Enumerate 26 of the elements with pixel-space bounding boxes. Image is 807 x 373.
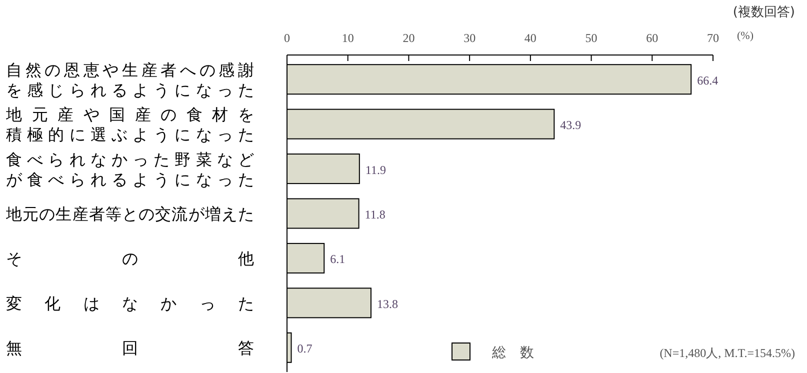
x-tick-label: 0 (284, 31, 290, 45)
x-tick-label: 70 (707, 31, 719, 45)
data-label: 0.7 (297, 342, 312, 356)
x-tick-label: 20 (402, 31, 415, 45)
data-label: 66.4 (697, 73, 718, 88)
x-tick-label: 10 (342, 31, 354, 45)
y-tick-label: 自然の恩恵や生産者への感謝を感じられるようになった (6, 60, 254, 100)
text: (複数回答) (732, 5, 795, 20)
y-tick-label: 変化はなかった (6, 294, 254, 313)
y-tick-label: 食べられなかった野菜などが食べられるようになった (6, 150, 254, 189)
x-tick-label: 30 (464, 31, 476, 45)
data-label: 6.1 (330, 252, 346, 266)
x-axis-title: (%) (737, 30, 754, 42)
x-tick-label: 50 (585, 31, 598, 45)
data-label: 43.9 (560, 118, 582, 132)
x-tick-label: 60 (646, 31, 658, 45)
data-label: 11.9 (365, 162, 386, 177)
data-label: 13.8 (376, 296, 398, 311)
y-tick-label: 地元の生産者等との交流が増えた (5, 204, 254, 224)
y-tick-label: その他 (6, 249, 254, 268)
data-label: 11.8 (364, 208, 386, 222)
y-tick-label: 無回答 (6, 338, 254, 358)
y-tick-label: 地元産や国産の食材を積極的に選ぶようになった (5, 105, 254, 144)
x-tick-label: 40 (524, 31, 536, 45)
legend-label: 総 数 (491, 345, 534, 361)
annotation: (N=1,480人, M.T.=154.5%) (660, 346, 795, 360)
